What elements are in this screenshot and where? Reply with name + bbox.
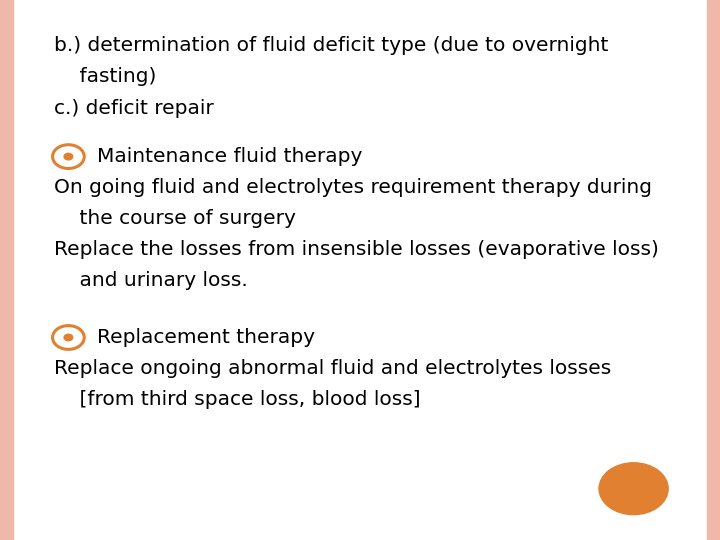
Bar [707, 0, 720, 540]
Bar [0, 0, 13, 540]
Text: Replace the losses from insensible losses (evaporative loss): Replace the losses from insensible losse… [54, 240, 659, 259]
Circle shape [64, 334, 73, 341]
Text: c.) deficit repair: c.) deficit repair [54, 98, 214, 118]
Text: the course of surgery: the course of surgery [54, 209, 296, 228]
Text: [from third space loss, blood loss]: [from third space loss, blood loss] [54, 390, 420, 409]
Text: Replacement therapy: Replacement therapy [97, 328, 315, 347]
Text: b.) determination of fluid deficit type (due to overnight: b.) determination of fluid deficit type … [54, 36, 608, 56]
Circle shape [599, 463, 668, 515]
Text: and urinary loss.: and urinary loss. [54, 271, 248, 291]
Text: fasting): fasting) [54, 67, 156, 86]
Text: Replace ongoing abnormal fluid and electrolytes losses: Replace ongoing abnormal fluid and elect… [54, 359, 611, 378]
Text: Maintenance fluid therapy: Maintenance fluid therapy [97, 147, 363, 166]
Circle shape [64, 153, 73, 160]
Text: On going fluid and electrolytes requirement therapy during: On going fluid and electrolytes requirem… [54, 178, 652, 198]
